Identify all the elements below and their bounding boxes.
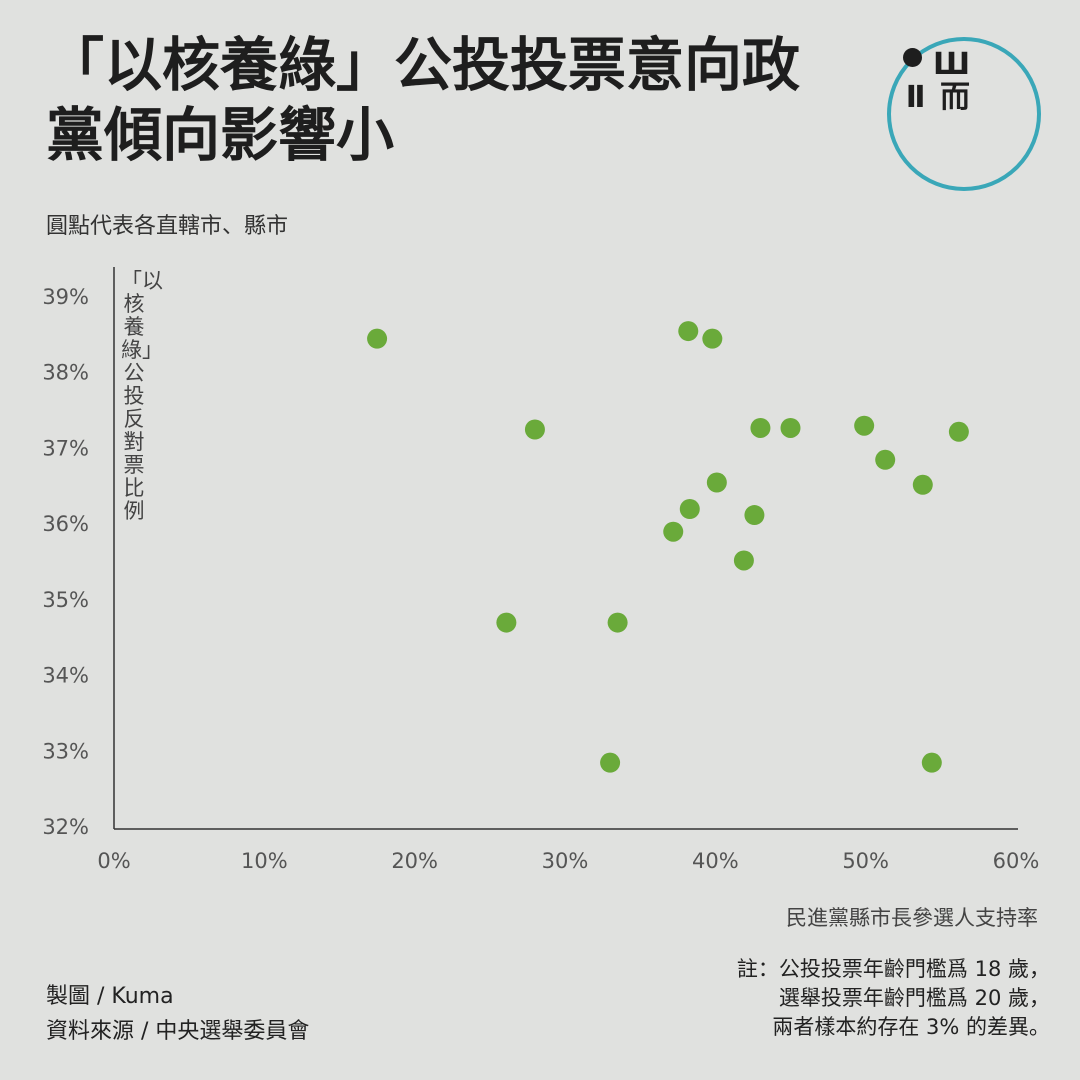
data-point bbox=[600, 752, 621, 773]
y-tick-label: 32% bbox=[42, 815, 89, 839]
y-axis-label: 「以核養綠」公投反對票比例 bbox=[121, 269, 163, 523]
x-tick-label: 30% bbox=[542, 849, 589, 873]
y-tick-label: 39% bbox=[42, 285, 89, 309]
data-points bbox=[367, 321, 969, 773]
data-point bbox=[733, 550, 754, 571]
data-point bbox=[921, 752, 942, 773]
data-point bbox=[663, 521, 684, 542]
data-point bbox=[744, 505, 765, 526]
y-tick-label: 36% bbox=[42, 512, 89, 536]
data-point bbox=[524, 419, 545, 440]
y-tick-labels: 32% 33% 34% 35% 36% 37% 38% 39% bbox=[42, 285, 89, 839]
x-tick-label: 0% bbox=[97, 849, 130, 873]
x-tick-label: 10% bbox=[241, 849, 288, 873]
page-title: 「以核養綠」公投投票意向政黨傾向影響小 bbox=[46, 31, 801, 169]
data-point bbox=[854, 415, 875, 436]
data-point bbox=[780, 417, 801, 438]
data-point bbox=[679, 499, 700, 519]
source-text: 資料來源 / 中央選舉委員會 bbox=[46, 1019, 310, 1044]
credit-text: 製圖 / Kuma bbox=[46, 984, 174, 1009]
data-point bbox=[607, 612, 628, 633]
y-tick-label: 33% bbox=[42, 739, 89, 763]
logo bbox=[887, 37, 1041, 191]
data-point bbox=[875, 449, 896, 470]
y-tick-label: 37% bbox=[42, 436, 89, 460]
data-point bbox=[678, 321, 699, 342]
data-point bbox=[912, 474, 933, 495]
data-point bbox=[948, 421, 969, 442]
x-tick-label: 50% bbox=[842, 849, 889, 873]
x-tick-label: 60% bbox=[993, 849, 1040, 873]
x-axis-label: 民進黨縣市長參選人支持率 bbox=[786, 906, 1038, 930]
footnote: 註：公投投票年齡門檻爲 18 歲， 選舉投票年齡門檻爲 20 歲， 兩者樣本約存… bbox=[736, 957, 1050, 1039]
data-point bbox=[706, 472, 727, 493]
data-point bbox=[367, 328, 388, 349]
y-tick-label: 35% bbox=[42, 588, 89, 612]
logo-text: Ш Ⅱ 而 bbox=[905, 47, 972, 115]
y-tick-label: 38% bbox=[42, 361, 89, 385]
data-point bbox=[750, 417, 771, 438]
data-point bbox=[496, 612, 517, 633]
chart-subtitle: 圓點代表各直轄市、縣市 bbox=[46, 214, 289, 239]
x-tick-labels: 0% 10% 20% 30% 40% 50% 60% bbox=[97, 849, 1039, 873]
x-tick-label: 20% bbox=[391, 849, 438, 873]
data-point bbox=[702, 328, 723, 349]
logo-dot bbox=[903, 48, 922, 67]
y-tick-label: 34% bbox=[42, 664, 89, 688]
x-tick-label: 40% bbox=[692, 849, 739, 873]
